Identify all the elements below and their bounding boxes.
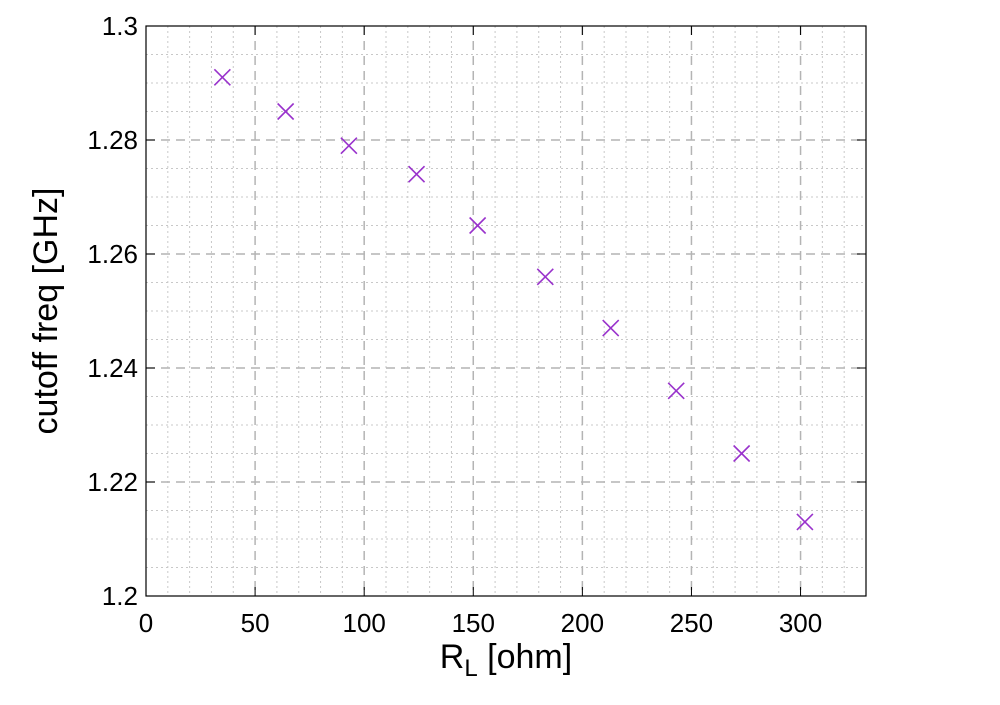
data-point (536, 268, 554, 286)
data-point-stroke (340, 137, 358, 155)
x-tick-labels: 0 50 100 150 200 250 300 (139, 608, 822, 638)
x-axis-title-subscript: L (464, 655, 477, 682)
y-tick-label: 1.24 (87, 353, 138, 383)
data-point (667, 382, 685, 400)
data-point-stroke (733, 444, 751, 463)
y-tick-label: 1.3 (102, 11, 138, 41)
data-point (796, 513, 814, 531)
y-tick-labels: 1.2 1.22 1.24 1.26 1.28 1.3 (87, 11, 138, 611)
y-tick-label: 1.2 (102, 581, 138, 611)
data-point (407, 165, 426, 183)
data-point-stroke (536, 268, 554, 286)
data-point (340, 137, 358, 155)
ticks (145, 25, 866, 597)
data-point (213, 68, 231, 86)
data-point (277, 102, 295, 121)
y-axis-title: cutoff freq [GHz] (27, 188, 65, 435)
x-tick-label: 100 (342, 608, 385, 638)
x-axis-title-rest: [ohm] (478, 638, 572, 676)
y-tick-label: 1.26 (87, 239, 138, 269)
data-point-stroke (407, 165, 426, 183)
data-point (469, 216, 487, 235)
x-tick-label: 50 (241, 608, 270, 638)
x-tick-label: 0 (139, 608, 153, 638)
data-point (602, 319, 620, 337)
plot-frame (145, 25, 867, 597)
data-point-stroke (667, 382, 685, 400)
x-tick-label: 200 (561, 608, 604, 638)
data-point-stroke (213, 68, 231, 86)
x-tick-label: 300 (779, 608, 822, 638)
x-axis-title-main: R (440, 638, 465, 676)
y-tick-label: 1.28 (87, 125, 138, 155)
data-point-stroke (796, 513, 814, 531)
grid (146, 26, 866, 596)
x-tick-label: 250 (670, 608, 713, 638)
data-point-stroke (277, 102, 295, 121)
x-axis-title: RL [ohm] (440, 638, 572, 682)
data-point (733, 444, 751, 463)
data-point-stroke (469, 216, 487, 235)
x-tick-label: 150 (452, 608, 495, 638)
data-point-stroke (602, 319, 620, 337)
y-tick-label: 1.22 (87, 467, 138, 497)
data-points (213, 68, 814, 531)
